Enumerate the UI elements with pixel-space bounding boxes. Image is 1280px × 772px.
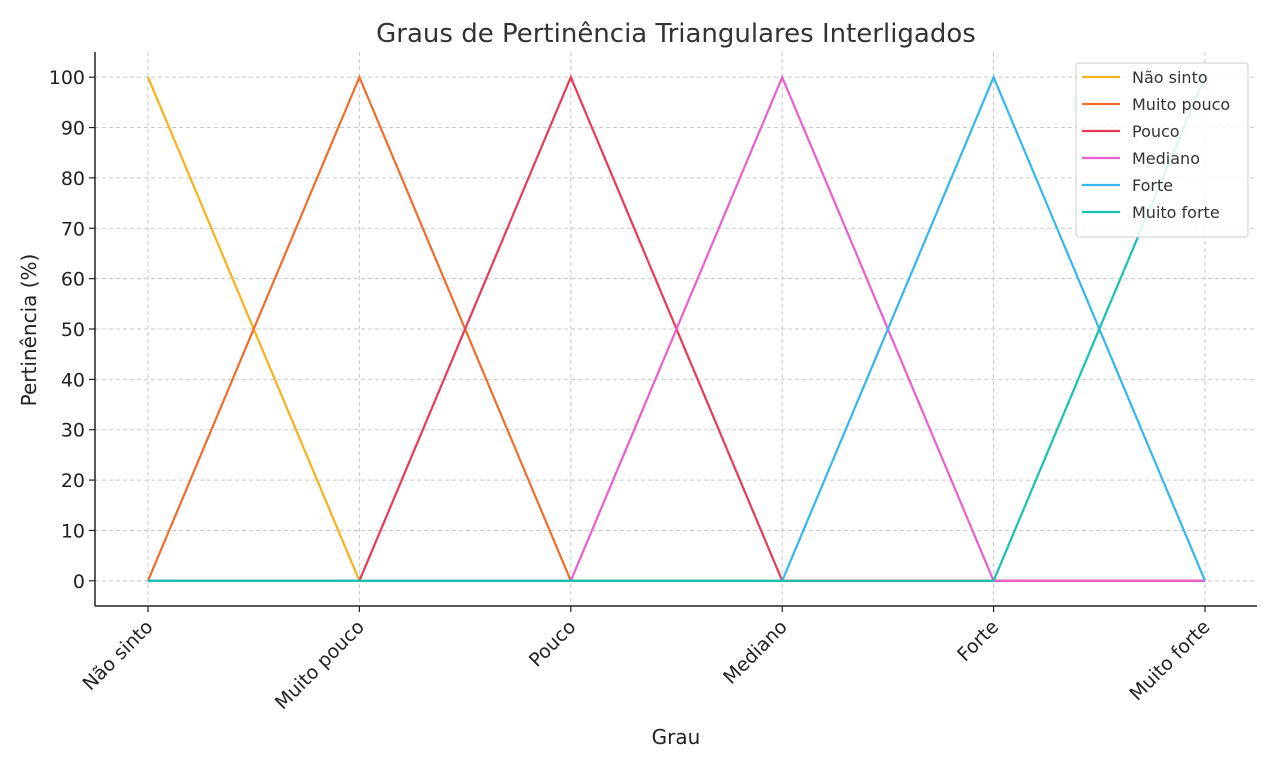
chart-title: Graus de Pertinência Triangulares Interl… [376, 19, 976, 49]
y-tick-label: 50 [61, 319, 85, 341]
y-tick-label: 40 [61, 369, 85, 391]
y-tick-label: 60 [61, 269, 85, 291]
legend-label: Muito pouco [1132, 95, 1230, 114]
y-tick-label: 90 [61, 118, 85, 140]
series-line [148, 76, 1207, 582]
y-tick-label: 20 [61, 470, 85, 492]
y-tick-label: 100 [49, 67, 85, 89]
y-tick-label: 0 [73, 571, 85, 593]
x-tick-label: Pouco [525, 616, 581, 672]
legend-label: Muito forte [1132, 203, 1220, 222]
y-axis-ticks: 0 10 20 30 40 50 60 70 80 90 100 [49, 67, 95, 593]
legend-label: Não sinto [1132, 68, 1208, 87]
x-tick-label: Muito forte [1125, 616, 1214, 705]
x-axis-label: Grau [652, 725, 701, 749]
series-layer [146, 74, 1207, 582]
legend-box [1075, 62, 1249, 238]
x-tick-label: Forte [953, 616, 1003, 666]
legend: Não sinto Muito pouco Pouco Mediano Forte Mui… [1075, 62, 1249, 238]
y-axis-label: Pertinência (%) [17, 254, 41, 407]
legend-label: Forte [1132, 176, 1173, 195]
x-tick-label: Muito pouco [271, 616, 369, 714]
y-tick-label: 80 [61, 168, 85, 190]
grid [95, 52, 1257, 606]
y-tick-label: 70 [61, 218, 85, 240]
y-tick-label: 10 [61, 520, 85, 542]
x-axis-ticks: Não sinto Muito pouco Pouco Mediano Forte Mui… [78, 606, 1215, 714]
x-tick-label: Não sinto [78, 616, 157, 695]
y-tick-label: 30 [61, 420, 85, 442]
x-tick-label: Mediano [719, 616, 792, 689]
legend-label: Pouco [1132, 122, 1180, 141]
legend-label: Mediano [1132, 149, 1200, 168]
